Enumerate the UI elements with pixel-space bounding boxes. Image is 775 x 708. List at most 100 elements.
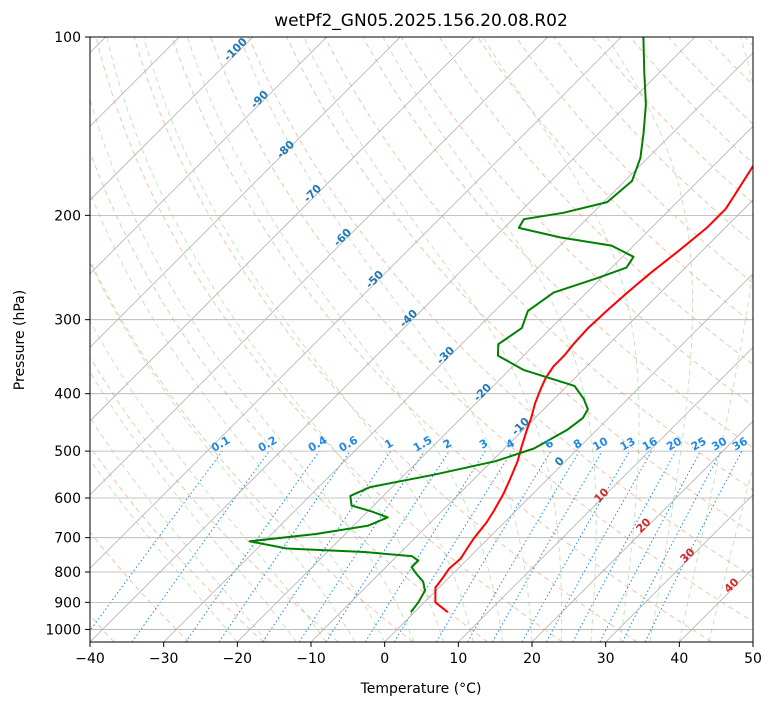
chart-title: wetPf2_GN05.2025.156.20.08.R02 bbox=[274, 11, 568, 31]
mixing-ratio-line bbox=[521, 450, 630, 642]
mixing-ratio-line bbox=[393, 450, 513, 642]
x-axis: −40 −30 −20 −10 0 10 20 30 40 50 bbox=[75, 642, 762, 667]
y-tick-label: 200 bbox=[54, 208, 81, 224]
x-tick-label: 10 bbox=[449, 651, 467, 667]
x-axis-label: Temperature (°C) bbox=[360, 681, 482, 697]
overlay-labels: 0.1 0.2 0.4 0.6 1 1.5 2 3 4 6 8 10 13 16 20 25 30 36-100-… bbox=[209, 35, 750, 596]
y-tick-label: 900 bbox=[54, 595, 81, 611]
skewed-isotherm bbox=[237, 125, 753, 642]
moist-adiabat bbox=[606, 37, 694, 642]
moist-adiabat bbox=[90, 261, 356, 642]
mixing-ratio-label: 6 bbox=[543, 436, 556, 451]
skewed-isotherm bbox=[90, 37, 327, 275]
dry-adiabat bbox=[210, 37, 753, 623]
y-axis-label: Pressure (hPa) bbox=[12, 290, 28, 390]
moist-adiabat bbox=[90, 320, 327, 642]
dry-adiabat-label: -70 bbox=[301, 182, 324, 205]
mixing-ratio-label: 16 bbox=[640, 434, 660, 453]
moist-adiabat bbox=[90, 416, 268, 642]
dry-adiabat bbox=[439, 37, 753, 365]
dry-adiabat-label: -60 bbox=[331, 226, 354, 249]
dry-adiabat-label: -50 bbox=[363, 268, 386, 291]
background-lines bbox=[90, 37, 753, 642]
mixing-ratio-label: 2 bbox=[441, 437, 454, 452]
skewed-isotherm bbox=[531, 420, 753, 642]
moist-adiabat bbox=[90, 190, 386, 642]
mixing-ratio-line bbox=[325, 450, 450, 642]
moist-adiabat-label: 10 bbox=[592, 485, 612, 505]
y-axis: 100 200 300 400 500 600 700 800 900 1000 bbox=[45, 30, 90, 638]
dry-adiabat bbox=[90, 356, 339, 642]
mixing-ratio-label: 36 bbox=[730, 434, 750, 453]
dry-adiabat-label: -30 bbox=[434, 344, 457, 367]
sounding-line bbox=[248, 37, 647, 613]
dry-adiabat-label: -40 bbox=[397, 307, 420, 330]
dry-adiabat bbox=[324, 37, 753, 491]
mixing-ratio-line bbox=[131, 450, 270, 642]
skewed-isotherm bbox=[90, 37, 401, 348]
moist-adiabat bbox=[90, 458, 238, 642]
dry-adiabat bbox=[95, 37, 563, 642]
pressure-grid bbox=[90, 37, 753, 630]
moist-adiabat bbox=[187, 37, 503, 642]
dry-adiabat-label: -10 bbox=[509, 415, 532, 438]
mixing-ratio-line bbox=[218, 450, 351, 642]
dry-adiabat-label: -100 bbox=[221, 35, 250, 64]
dry-adiabat bbox=[400, 37, 753, 407]
moist-adiabat-label: 20 bbox=[634, 515, 654, 535]
moist-adiabat bbox=[303, 37, 563, 642]
moist-adiabat bbox=[143, 37, 474, 642]
mixing-ratio-label: 13 bbox=[618, 435, 638, 454]
y-tick-label: 100 bbox=[54, 30, 81, 46]
dry-adiabat-label: -20 bbox=[471, 381, 494, 404]
moist-adiabat bbox=[239, 37, 533, 642]
y-tick-label: 600 bbox=[54, 491, 81, 507]
mixing-ratio-line bbox=[435, 450, 552, 642]
skewed-isotherm bbox=[752, 641, 753, 642]
dry-adiabat bbox=[90, 531, 190, 642]
mixing-ratio-line bbox=[90, 450, 223, 632]
skewed-isotherm bbox=[90, 37, 548, 496]
skewed-isotherm bbox=[458, 346, 753, 642]
x-tick-label: −10 bbox=[296, 651, 326, 667]
skewed-isotherm bbox=[605, 494, 753, 642]
x-tick-label: −20 bbox=[223, 651, 253, 667]
dry-adiabat bbox=[90, 259, 414, 642]
moist-adiabat bbox=[482, 37, 640, 642]
plot-frame bbox=[89, 36, 754, 643]
y-tick-label: 400 bbox=[54, 387, 81, 403]
mixing-ratio-line bbox=[644, 450, 743, 642]
mixing-ratio-line bbox=[572, 450, 677, 642]
moist-adiabat bbox=[382, 37, 597, 642]
dry-adiabat bbox=[744, 37, 753, 47]
dry-adiabat bbox=[706, 37, 753, 86]
dry-adiabat-label: -90 bbox=[248, 88, 271, 111]
y-tick-label: 700 bbox=[54, 531, 81, 547]
y-tick-label: 1000 bbox=[45, 622, 81, 638]
skewed-isotherm bbox=[90, 37, 696, 642]
mixing-ratio-line bbox=[262, 450, 392, 642]
y-tick-label: 300 bbox=[54, 313, 81, 329]
dry-adiabat bbox=[133, 37, 638, 642]
mixing-ratio-label: 10 bbox=[591, 434, 611, 453]
moist-adiabat-label: 30 bbox=[678, 545, 698, 565]
sounding-line bbox=[434, 164, 753, 613]
dry-adiabat bbox=[90, 445, 264, 642]
mixing-ratio-line bbox=[545, 450, 653, 642]
mixing-ratio-label: 4 bbox=[504, 436, 517, 451]
x-tick-label: 0 bbox=[380, 651, 389, 667]
skewed-isotherm bbox=[90, 37, 254, 201]
mixing-ratio-label: 3 bbox=[477, 437, 490, 452]
dry-adiabat bbox=[515, 37, 753, 284]
mixing-ratio-line bbox=[185, 450, 320, 642]
mixing-ratio-label: 25 bbox=[689, 435, 709, 454]
x-tick-label: −40 bbox=[75, 651, 105, 667]
y-tick-label: 800 bbox=[54, 565, 81, 581]
plot-area: 0.1 0.2 0.4 0.6 1 1.5 2 3 4 6 8 10 13 16 20 25 30 36-100-… bbox=[90, 35, 753, 642]
dry-adiabat bbox=[90, 150, 488, 642]
isotherm-grid bbox=[90, 37, 753, 642]
mixing-ratio-line bbox=[298, 450, 425, 642]
x-tick-label: −30 bbox=[149, 651, 179, 667]
skewed-isotherm bbox=[384, 273, 753, 642]
